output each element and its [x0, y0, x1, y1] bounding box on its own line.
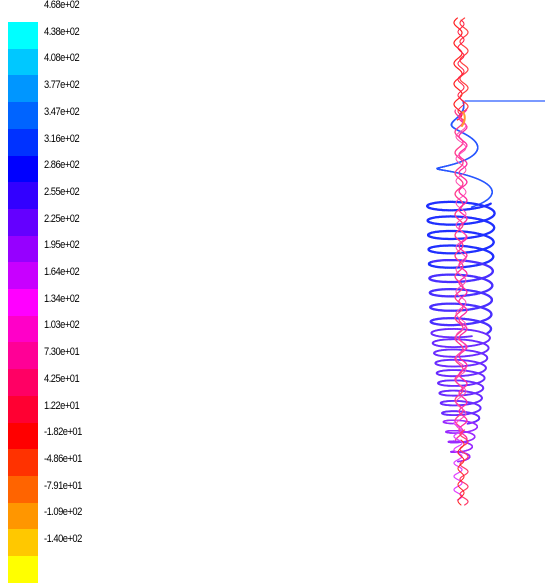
- pathline-plot-svg: [330, 0, 545, 569]
- colorbar-tick-label: 2.25e+02: [44, 214, 79, 225]
- colorbar-tick-label: 2.86e+02: [44, 160, 79, 171]
- colorbar-swatch: [8, 129, 38, 156]
- pathline-plot: [330, 0, 545, 569]
- colorbar-tick-label: -1.82e+01: [44, 427, 82, 438]
- colorbar-tick-label: 4.38e+02: [44, 27, 79, 38]
- colorbar-tick-label: 3.47e+02: [44, 107, 79, 118]
- colorbar-swatch: [8, 182, 38, 209]
- colorbar-swatch: [8, 396, 38, 423]
- colorbar-tick-label: 7.30e+01: [44, 347, 79, 358]
- colorbar-tick-label: -4.86e+01: [44, 454, 82, 465]
- colorbar-swatch: [8, 289, 38, 316]
- colorbar-swatch: [8, 156, 38, 183]
- colorbar-tick-label: 1.34e+02: [44, 294, 79, 305]
- colorbar-swatch: [8, 369, 38, 396]
- colorbar-swatch: [8, 503, 38, 530]
- colorbar-tick-label: -1.09e+02: [44, 507, 82, 518]
- colorbar-tick-label: 1.95e+02: [44, 240, 79, 251]
- colorbar-swatch: [8, 75, 38, 102]
- colorbar-tick-label: 2.55e+02: [44, 187, 79, 198]
- colorbar-tick-label: 3.16e+02: [44, 134, 79, 145]
- colorbar-tick-label: 3.77e+02: [44, 80, 79, 91]
- colorbar-tick-label: 4.68e+02: [44, 0, 79, 11]
- colorbar-tick-label: -1.40e+02: [44, 534, 82, 545]
- colorbar-swatch: [8, 316, 38, 343]
- colorbar-swatch: [8, 556, 38, 583]
- colorbar-swatch: [8, 342, 38, 369]
- colorbar-tick-label: 4.25e+01: [44, 374, 79, 385]
- colorbar-swatch: [8, 449, 38, 476]
- colorbar-tick-label: 4.08e+02: [44, 53, 79, 64]
- colorbar-swatch: [8, 529, 38, 556]
- colorbar-tick-label: 1.22e+01: [44, 401, 79, 412]
- colorbar-swatch: [8, 262, 38, 289]
- colorbar-swatch: [8, 476, 38, 503]
- colorbar-tick-label: 1.64e+02: [44, 267, 79, 278]
- colorbar-swatch: [8, 102, 38, 129]
- colorbar-tick-label: -7.91e+01: [44, 481, 82, 492]
- colorbar-swatch: [8, 236, 38, 263]
- colorbar-swatch: [8, 423, 38, 450]
- colorbar-legend: 4.68e+02 4.38e+02 4.08e+02 3.77e+02 3.47e+02…: [0, 0, 200, 569]
- colorbar-swatch: [8, 209, 38, 236]
- colorbar-tick-label: 1.03e+02: [44, 320, 79, 331]
- outer-vortex-pathline: [487, 333, 488, 334]
- colorbar-swatch: [8, 49, 38, 76]
- colorbar-swatch: [8, 22, 38, 49]
